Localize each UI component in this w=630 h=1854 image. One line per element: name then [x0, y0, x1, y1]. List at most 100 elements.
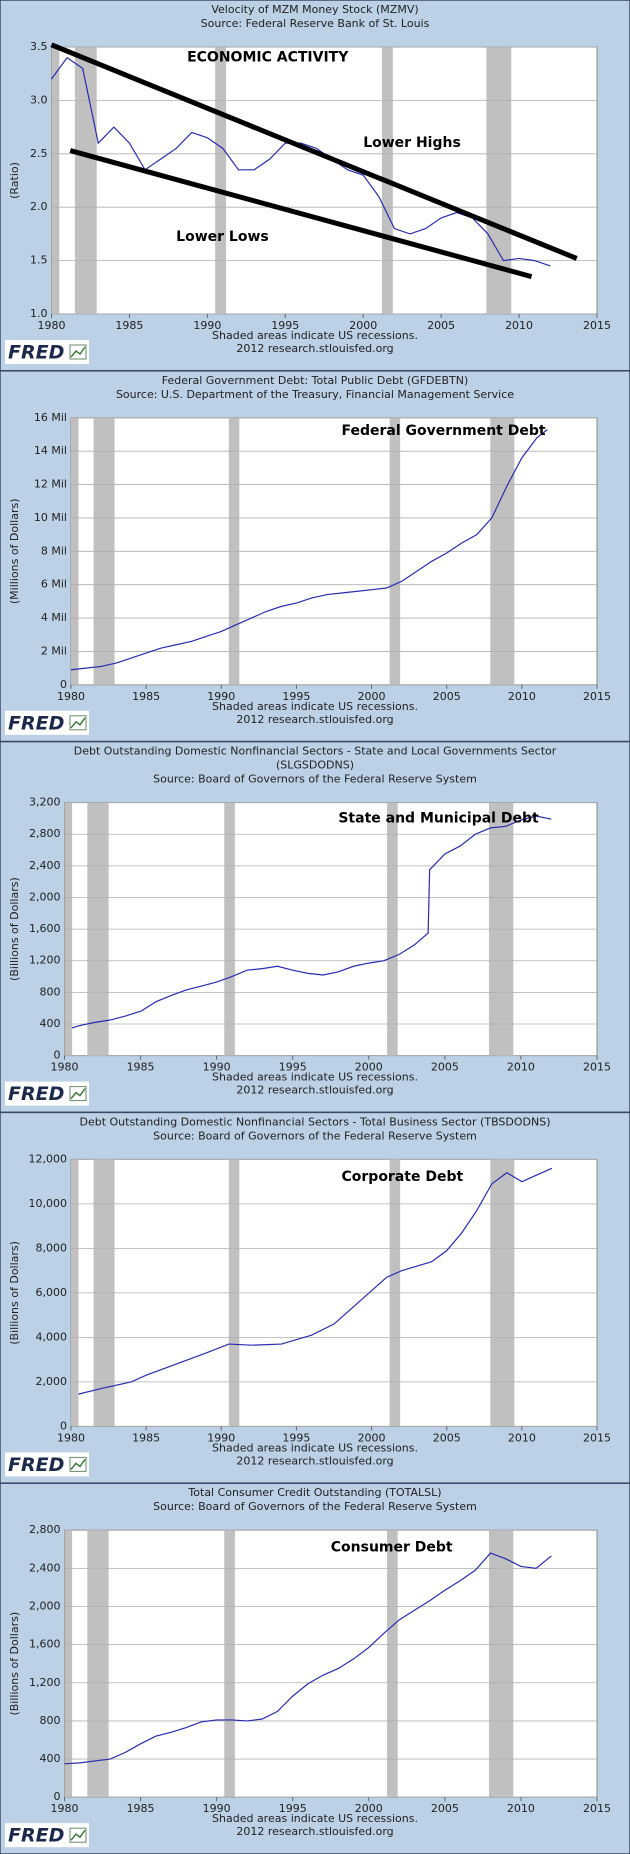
trend-line	[50, 42, 578, 261]
chart-panel: Velocity of MZM Money Stock (MZMV)Source…	[0, 0, 630, 372]
data-line	[64, 1552, 552, 1765]
y-tick-label: 10 Mil	[34, 511, 67, 524]
logo: FRED	[8, 712, 64, 734]
chart-source: Source: U.S. Department of the Treasury,…	[116, 388, 514, 401]
y-tick-label: 1,600	[29, 1638, 61, 1651]
y-tick-label: 10,000	[29, 1197, 68, 1210]
recession-band	[51, 47, 60, 314]
y-axis-label: (Billions of Dollars)	[8, 1241, 21, 1345]
y-tick-label: 4,000	[36, 1330, 68, 1343]
y-tick-label: 2.0	[30, 200, 48, 213]
x-tick-label: 2015	[583, 690, 611, 703]
annotation: Consumer Debt	[331, 1539, 453, 1555]
y-axis-label: (Billions of Dollars)	[8, 877, 21, 981]
y-tick-label: 2,000	[36, 1375, 68, 1388]
plot-area	[64, 1529, 598, 1798]
y-tick-label: 800	[40, 985, 61, 998]
annotation: Lower Highs	[363, 135, 461, 151]
x-tick-label: 2010	[508, 1431, 536, 1444]
annotation: Lower Lows	[176, 229, 269, 245]
annotation: State and Municipal Debt	[338, 810, 539, 826]
chart-source: Source: Board of Governors of the Federa…	[153, 1129, 477, 1142]
x-tick-label: 2010	[507, 1061, 535, 1074]
y-tick-label: 14 Mil	[34, 444, 67, 457]
y-tick-label: 1.0	[30, 307, 48, 320]
x-tick-label: 2015	[583, 319, 611, 332]
logo-icon-line	[70, 717, 86, 729]
logo: FRED	[8, 1454, 64, 1476]
y-tick-label: 800	[40, 1714, 61, 1727]
y-tick-label: 1,200	[29, 954, 61, 967]
y-tick-label: 400	[40, 1752, 61, 1765]
x-tick-label: 1990	[207, 690, 235, 703]
logo-icon-line	[70, 346, 86, 358]
x-tick-label: 2000	[355, 1061, 383, 1074]
y-tick-label: 3.0	[30, 93, 48, 106]
x-tick-label: 2005	[431, 1802, 459, 1815]
x-tick-label: 1985	[127, 1802, 155, 1815]
footer-note: 2012 research.stlouisfed.org	[236, 713, 393, 726]
x-tick-label: 1990	[203, 1061, 231, 1074]
x-tick-label: 1980	[38, 319, 66, 332]
footer-note: 2012 research.stlouisfed.org	[236, 1454, 393, 1467]
recession-band	[486, 47, 512, 314]
x-tick-label: 1990	[203, 1802, 231, 1815]
logo: FRED	[8, 342, 64, 364]
x-tick-label: 1985	[132, 1431, 160, 1444]
recession-band	[64, 1530, 73, 1798]
y-tick-label: 6,000	[36, 1286, 68, 1299]
logo-icon-line	[70, 1829, 86, 1841]
x-tick-label: 2000	[349, 319, 377, 332]
recession-band	[224, 1530, 235, 1798]
y-axis-label: (Billions of Dollars)	[8, 1612, 21, 1716]
x-tick-label: 1995	[271, 319, 299, 332]
x-tick-label: 2010	[507, 1802, 535, 1815]
y-tick-label: 2,000	[29, 1599, 61, 1612]
x-tick-label: 1995	[282, 690, 310, 703]
annotation: Federal Government Debt	[342, 423, 546, 439]
x-tick-label: 2005	[427, 319, 455, 332]
footer-note: Shaded areas indicate US recessions.	[212, 1071, 418, 1084]
y-tick-label: 2,800	[29, 827, 61, 840]
chart-panel: Debt Outstanding Domestic Nonfinancial S…	[0, 740, 630, 1114]
y-tick-label: 3,200	[29, 796, 61, 809]
chart-title: (SLGSDODNS)	[276, 759, 354, 772]
chart-panel: Total Consumer Credit Outstanding (TOTAL…	[0, 1482, 630, 1854]
x-tick-label: 1995	[282, 1431, 310, 1444]
x-tick-label: 1985	[127, 1061, 155, 1074]
footer-note: 2012 research.stlouisfed.org	[236, 342, 393, 355]
y-tick-label: 1,600	[29, 922, 61, 935]
x-tick-label: 2015	[583, 1802, 611, 1815]
x-tick-label: 2010	[508, 690, 536, 703]
x-tick-label: 2000	[358, 690, 386, 703]
y-tick-label: 400	[40, 1017, 61, 1030]
chart-title: Total Consumer Credit Outstanding (TOTAL…	[187, 1486, 441, 1499]
logo-icon-line	[70, 1088, 86, 1100]
y-tick-label: 2,400	[29, 859, 61, 872]
chart-panel: Debt Outstanding Domestic Nonfinancial S…	[0, 1111, 630, 1484]
y-tick-label: 8 Mil	[41, 544, 67, 557]
x-tick-label: 1985	[132, 690, 160, 703]
footer-note: Shaded areas indicate US recessions.	[212, 700, 418, 713]
footer-note: Shaded areas indicate US recessions.	[212, 1812, 418, 1825]
y-tick-label: 1,200	[29, 1676, 61, 1689]
recession-band	[215, 47, 227, 314]
y-tick-label: 0	[54, 1049, 61, 1062]
logo-icon-line	[70, 1458, 86, 1470]
chart-title: Velocity of MZM Money Stock (MZMV)	[211, 3, 418, 16]
x-tick-label: 1985	[115, 319, 143, 332]
y-tick-label: 0	[60, 678, 67, 691]
x-tick-label: 1995	[279, 1802, 307, 1815]
x-tick-label: 1995	[279, 1061, 307, 1074]
y-tick-label: 0	[60, 1419, 67, 1432]
y-tick-label: 12,000	[29, 1152, 68, 1165]
y-tick-label: 0	[54, 1790, 61, 1803]
x-tick-label: 2015	[583, 1061, 611, 1074]
footer-note: 2012 research.stlouisfed.org	[236, 1825, 393, 1838]
y-axis-label: (Millions of Dollars)	[8, 498, 21, 604]
recession-band	[387, 1530, 398, 1798]
y-axis-label: (Ratio)	[8, 162, 21, 199]
y-tick-label: 16 Mil	[34, 411, 67, 424]
data-line	[71, 815, 552, 1029]
